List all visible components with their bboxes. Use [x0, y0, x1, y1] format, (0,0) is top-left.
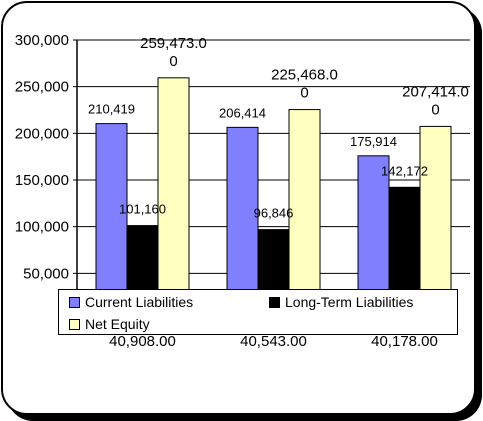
y-tick-label: 100,000: [15, 219, 69, 236]
legend-item-current-liabilities: Current Liabilities: [69, 294, 193, 310]
data-label-long-term-liabilities: 142,172: [381, 163, 428, 178]
legend-swatch-net-equity: [69, 318, 80, 330]
legend-label-net-equity: Net Equity: [85, 316, 150, 332]
y-tick-label: 50,000: [23, 265, 69, 282]
legend-label-current-liabilities: Current Liabilities: [85, 294, 194, 310]
x-tick-label: 40,543.00: [240, 333, 307, 350]
legend-swatch-current-liabilities: [69, 296, 80, 308]
data-label-net-equity-cont: 0: [431, 101, 439, 118]
data-label-net-equity-cont: 0: [169, 53, 177, 70]
bar-net-equity: [288, 109, 321, 321]
y-tick-labels: 50,000 100,000 150,000 200,000 250,000 300,00…: [15, 32, 69, 282]
x-tick-label: 40,908.00: [109, 333, 176, 350]
y-tick-label: 200,000: [15, 125, 69, 142]
data-label-long-term-liabilities: 101,160: [119, 202, 166, 217]
data-label-current-liabilities: 175,914: [350, 134, 397, 149]
legend-item-net-equity: Net Equity: [69, 316, 150, 332]
data-label-current-liabilities: 206,414: [219, 105, 266, 120]
legend-item-long-term-liabilities: Long-Term Liabilities: [269, 294, 413, 310]
data-label-net-equity: 225,468.0: [271, 67, 338, 84]
data-label-net-equity-cont: 0: [300, 85, 308, 102]
legend-label-long-term-liabilities: Long-Term Liabilities: [285, 294, 414, 310]
legend-swatch-long-term-liabilities: [269, 296, 280, 308]
y-tick-label: 300,000: [15, 32, 69, 49]
y-tick-label: 150,000: [15, 172, 69, 189]
axes: [73, 39, 78, 320]
data-label-long-term-liabilities: 96,846: [254, 206, 294, 221]
legend: Current Liabilities Long-Term Liabilitie…: [58, 289, 458, 335]
bar-net-equity: [157, 77, 190, 321]
data-label-net-equity: 207,414.0: [402, 83, 469, 100]
data-label-current-liabilities: 210,419: [88, 102, 135, 117]
data-labels: 210,419101,160259,473.00206,41496,846225…: [88, 35, 469, 221]
x-tick-labels: 40,908.00 40,543.00 40,178.00: [109, 333, 438, 350]
x-tick-label: 40,178.00: [371, 333, 438, 350]
data-label-net-equity: 259,473.0: [140, 35, 207, 52]
y-tick-label: 250,000: [15, 79, 69, 96]
bars: [95, 77, 452, 321]
